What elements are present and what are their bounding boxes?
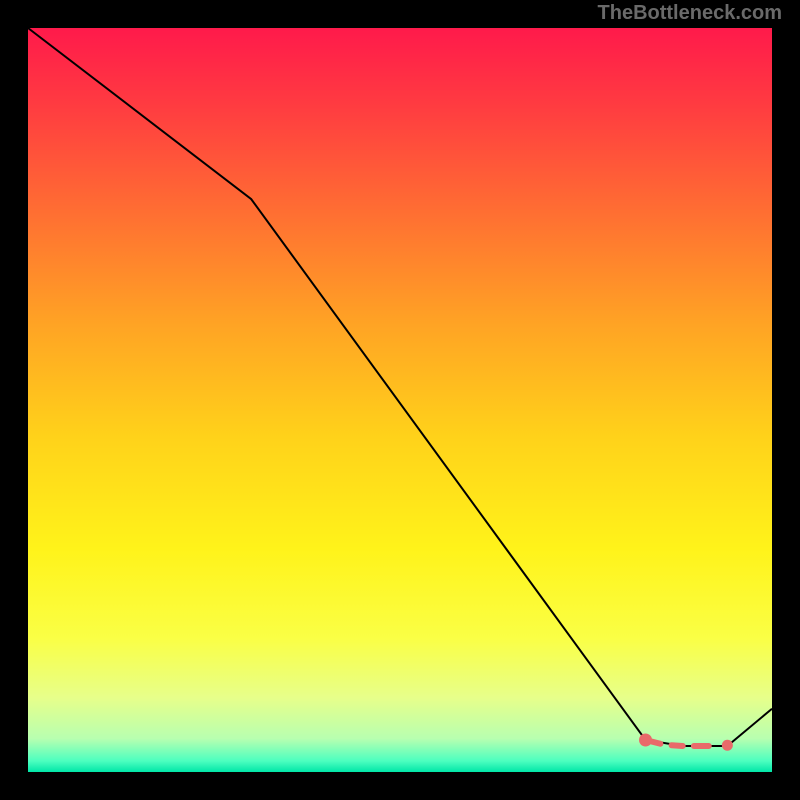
bottleneck-chart [0, 0, 800, 800]
chart-container: TheBottleneck.com [0, 0, 800, 800]
watermark-text: TheBottleneck.com [598, 2, 782, 25]
marker-segment [672, 745, 683, 746]
marker-dot [722, 740, 733, 751]
marker-dot [639, 734, 652, 747]
plot-background [28, 28, 772, 772]
